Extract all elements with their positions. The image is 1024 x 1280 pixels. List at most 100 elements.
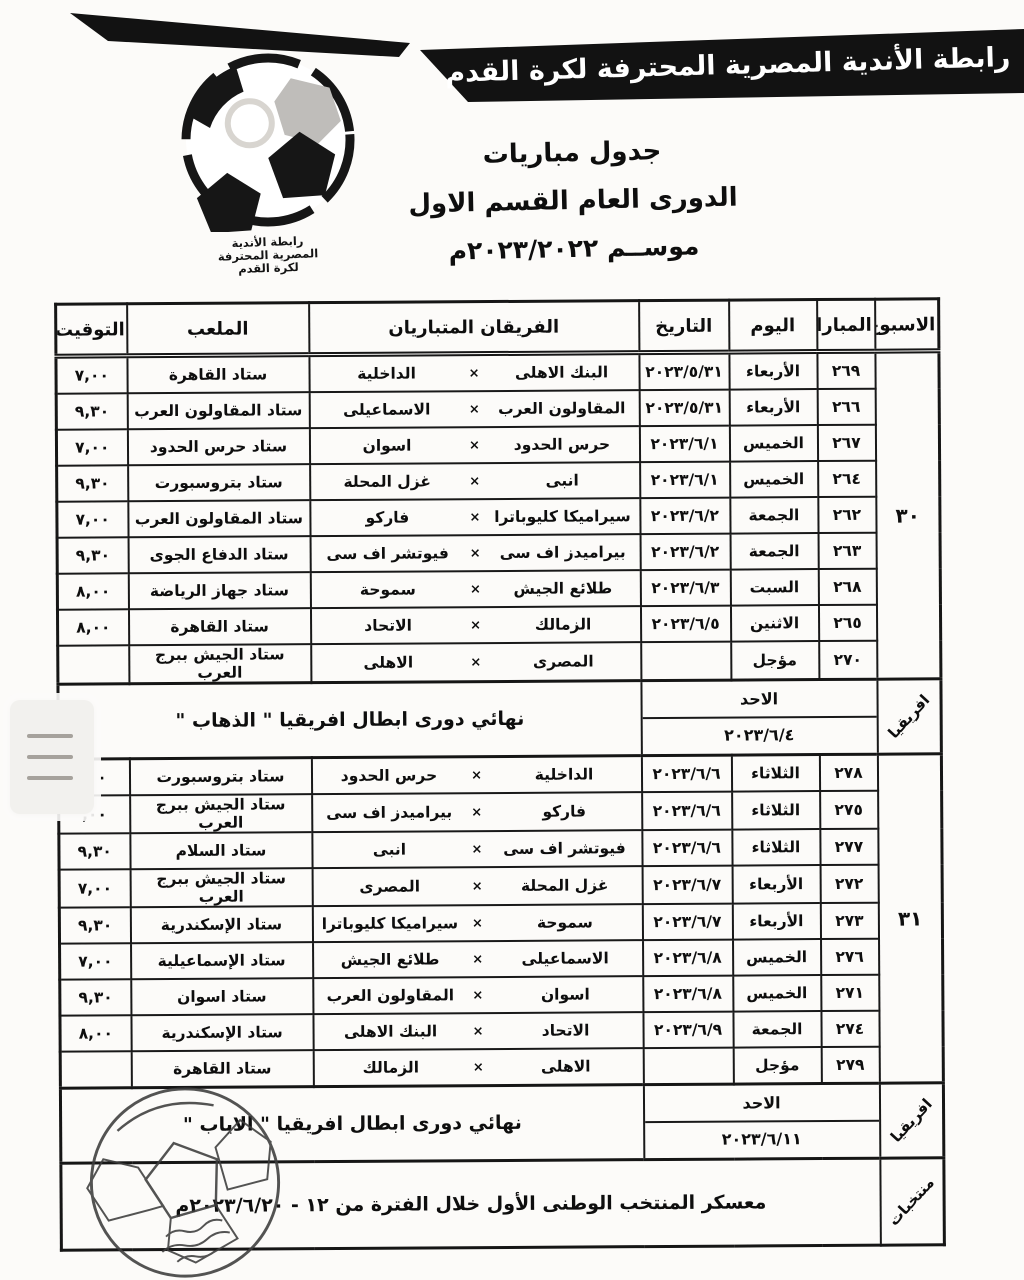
date-cell: ٢٠٢٣/٦/٢ — [640, 533, 731, 571]
away-team: غزل المحلة — [343, 472, 432, 491]
logo-caption: رابطة الأندية المصرية المحترفة لكرة القد… — [137, 231, 398, 279]
vs-icon: × — [470, 617, 482, 633]
date-cell: ٢٠٢٣/٥/٣١ — [639, 389, 730, 427]
teams-cell: الاتحاد × البنك الاهلى — [312, 1012, 644, 1051]
home-team: فيوتشر اف سى — [503, 839, 626, 858]
teams-cell: حرس الحدود × اسوان — [309, 426, 640, 465]
time-cell: ٩,٣٠ — [56, 393, 128, 430]
header-row: الاسبوع المباراة اليوم التاريخ الفريقان … — [55, 298, 939, 357]
vs-icon: × — [471, 767, 483, 783]
stadium-cell: ستاد القاهرة — [128, 608, 311, 646]
away-team: انبى — [372, 840, 407, 859]
stadium-cell: ستاد بتروسبورت — [127, 464, 310, 502]
match-number-cell: ٢٦٥ — [818, 604, 877, 642]
date-cell: ٢٠٢٣/٦/٦ — [641, 791, 732, 831]
day-cell: الخميس — [732, 939, 821, 976]
match-row: ٢٧١ الخميس ٢٠٢٣/٦/٨ اسوان × المقاولون العرب ست… — [59, 974, 943, 1016]
away-team: اسوان — [362, 436, 412, 455]
section-day-date-cell: الاحد ٢٠٢٣/٦/١١ — [643, 1083, 880, 1160]
away-team: الاسماعيلى — [343, 400, 431, 419]
header-cell-date: التاريخ — [638, 300, 729, 353]
africa-label-cell: افريقيا — [879, 1082, 944, 1159]
vs-icon: × — [468, 437, 480, 453]
stadium-cell: ستاد الجيش ببرج العرب — [128, 644, 311, 684]
time-cell: ٧,٠٠ — [59, 943, 131, 980]
away-team: فاركو — [365, 508, 410, 527]
match-row: ٢٧٥ الثلاثاء ٢٠٢٣/٦/٦ فاركو × بيراميدز اف سى س… — [58, 790, 942, 834]
match-row: ٢٧٢ الأربعاء ٢٠٢٣/٦/٧ غزل المحلة × المصرى ستاد… — [59, 864, 942, 908]
teams-cell: انبى × غزل المحلة — [309, 462, 640, 501]
date-cell: ٢٠٢٣/٦/١ — [639, 461, 730, 499]
header-cell-match: المباراة — [816, 299, 875, 352]
teams-cell: بيراميدز اف سى × فيوتشر اف سى — [310, 534, 641, 573]
date-cell: ٢٠٢٣/٦/٧ — [642, 865, 733, 905]
date-cell: ٢٠٢٣/٦/٨ — [642, 939, 733, 977]
match-row: ٢٧٠ مؤجل المصرى × الاهلى ستاد الجيش ببرج العر… — [57, 640, 941, 685]
stadium-cell: ستاد الإسماعيلية — [130, 942, 313, 980]
teams-cell: سموحة × سيراميكا كليوباترا — [312, 904, 643, 943]
vs-icon: × — [471, 841, 483, 857]
stadium-cell: ستاد الإسكندرية — [130, 1014, 314, 1052]
teams-cell: البنك الاهلى × الداخلية — [308, 352, 640, 393]
africa-label-cell: افريقيا — [876, 678, 942, 755]
match-row: ٢٧٣ الأربعاء ٢٠٢٣/٦/٧ سموحة × سيراميكا كليوبا… — [59, 902, 942, 944]
title-line-1: جدول مباريات — [482, 136, 662, 170]
vs-icon: × — [470, 654, 482, 670]
stadium-cell: ستاد القاهرة — [126, 354, 310, 394]
teams-cell: المصرى × الاهلى — [310, 642, 641, 683]
match-row: ٢٦٦ الأربعاء ٢٠٢٣/٥/٣١ المقاولون العرب × الاس… — [56, 388, 939, 430]
section-date: ٢٠٢٣/٦/٤ — [724, 725, 795, 745]
away-team: الزمالك — [362, 1058, 420, 1077]
match-row: ٢٦٨ السبت ٢٠٢٣/٦/٣ طلائع الجيش × سموحة ستاد جه… — [57, 568, 940, 610]
header-cell-week: الاسبوع — [874, 298, 939, 352]
vs-icon: × — [472, 951, 484, 967]
match-number-cell: ٢٧٧ — [819, 828, 879, 866]
header-cell-time: التوقيت — [55, 303, 127, 357]
banner-ribbon-tail — [70, 13, 410, 57]
stadium-cell: ستاد المقاولون العرب — [127, 392, 310, 430]
day-cell: الثلاثاء — [731, 829, 821, 866]
day-cell: الخميس — [729, 425, 818, 462]
away-team: سيراميكا كليوباترا — [321, 914, 459, 934]
vs-icon: × — [468, 365, 480, 381]
date-cell: ٢٠٢٣/٦/٨ — [642, 975, 733, 1013]
teams-cell: اسوان × المقاولون العرب — [312, 976, 643, 1015]
day-cell: الأربعاء — [729, 389, 818, 426]
home-team: الاهلى — [540, 1057, 591, 1076]
date-cell: ٢٠٢٣/٦/٣ — [640, 569, 731, 607]
match-number-cell: ٢٦٢ — [817, 496, 877, 534]
time-cell — [60, 1051, 132, 1089]
stadium-cell: ستاد السلام — [129, 832, 313, 870]
vs-icon: × — [469, 509, 481, 525]
match-number-cell: ٢٧٤ — [820, 1010, 880, 1048]
day-cell: الاثنين — [730, 605, 819, 642]
teams-cell: طلائع الجيش × سموحة — [310, 570, 641, 609]
match-number-cell: ٢٦٤ — [817, 460, 876, 498]
day-cell: الخميس — [729, 461, 818, 498]
teams-cell: فاركو × بيراميدز اف سى — [311, 792, 642, 833]
vs-icon: × — [469, 581, 481, 597]
hamburger-lines-icon — [27, 755, 73, 759]
floating-scroll-handle[interactable] — [10, 700, 94, 814]
date-cell: ٢٠٢٣/٦/٢ — [639, 497, 731, 535]
day-cell: الأربعاء — [732, 903, 821, 940]
match-number-cell: ٢٧٠ — [818, 640, 877, 680]
day-cell: الثلاثاء — [731, 791, 820, 830]
match-row: ٣١ ٢٧٨ الثلاثاء ٢٠٢٣/٦/٦ الداخلية × حرس الحدود… — [58, 753, 944, 1084]
home-team: غزل المحلة — [520, 876, 609, 895]
time-cell: ٩,٣٠ — [58, 833, 131, 870]
football-logo-icon — [181, 53, 355, 234]
match-row: ٢٧٧ الثلاثاء ٢٠٢٣/٦/٦ فيوتشر اف سى × انبى ستاد… — [58, 828, 942, 870]
stadium-cell: ستاد جهاز الرياضة — [128, 572, 311, 610]
day-cell: الأربعاء — [728, 351, 818, 390]
stadium-cell: ستاد بتروسبورت — [129, 757, 312, 796]
away-team: المصرى — [359, 877, 421, 896]
match-row: ٢٧٦ الخميس ٢٠٢٣/٦/٨ الاسماعيلى × طلائع الجيش س… — [59, 938, 943, 980]
stadium-cell: ستاد الجيش ببرج العرب — [129, 794, 312, 834]
vs-icon: × — [472, 1023, 484, 1039]
away-team: حرس الحدود — [340, 766, 438, 785]
date-cell: ٢٠٢٣/٥/٣١ — [638, 352, 730, 391]
home-team: الاتحاد — [541, 1021, 590, 1040]
day-cell: الجمعة — [730, 533, 819, 570]
date-cell: ٢٠٢٣/٦/٦ — [641, 829, 733, 867]
